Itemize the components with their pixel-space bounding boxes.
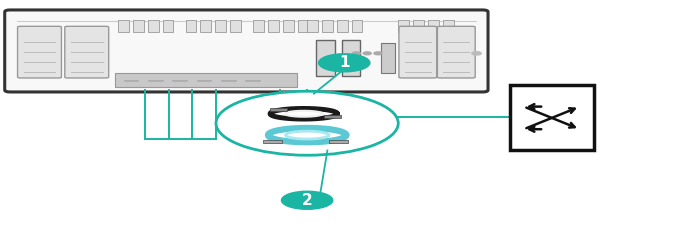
Circle shape: [472, 52, 481, 55]
Bar: [263, 140, 282, 143]
FancyBboxPatch shape: [437, 26, 475, 78]
Bar: [270, 108, 287, 111]
Bar: [283, 20, 294, 32]
Bar: [329, 140, 348, 143]
Bar: [337, 20, 348, 32]
Text: 2: 2: [302, 193, 313, 208]
Bar: [398, 20, 409, 32]
Bar: [413, 20, 424, 32]
Circle shape: [363, 52, 371, 55]
FancyBboxPatch shape: [510, 85, 594, 150]
Bar: [443, 20, 454, 32]
Circle shape: [319, 54, 370, 72]
Circle shape: [281, 191, 333, 209]
Bar: [133, 20, 144, 32]
Bar: [307, 20, 318, 32]
Bar: [352, 20, 362, 32]
Bar: [381, 43, 395, 73]
FancyBboxPatch shape: [399, 26, 437, 78]
Bar: [316, 40, 335, 76]
Bar: [428, 20, 439, 32]
Bar: [115, 73, 297, 87]
Text: 1: 1: [339, 55, 350, 70]
Bar: [230, 20, 241, 32]
Bar: [298, 20, 308, 32]
Bar: [186, 20, 196, 32]
Circle shape: [352, 52, 360, 55]
Bar: [200, 20, 211, 32]
Bar: [342, 40, 360, 76]
Bar: [215, 20, 226, 32]
FancyBboxPatch shape: [18, 26, 61, 78]
Bar: [148, 20, 159, 32]
Bar: [253, 20, 264, 32]
Bar: [163, 20, 173, 32]
Circle shape: [216, 91, 398, 155]
Bar: [118, 20, 129, 32]
FancyBboxPatch shape: [5, 10, 488, 92]
FancyBboxPatch shape: [65, 26, 109, 78]
Bar: [322, 20, 333, 32]
Bar: [268, 20, 279, 32]
Bar: [324, 115, 341, 118]
Circle shape: [374, 52, 382, 55]
